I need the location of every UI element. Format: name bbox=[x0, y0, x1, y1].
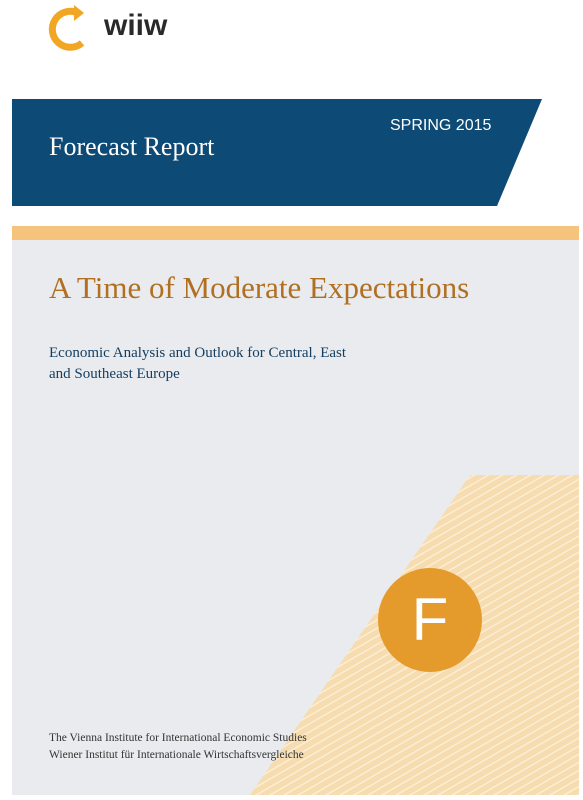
subtitle-line-2: and Southeast Europe bbox=[49, 366, 180, 382]
publisher-names: The Vienna Institute for International E… bbox=[49, 730, 307, 764]
wiiw-logo: wiiw bbox=[44, 3, 194, 59]
series-title: Forecast Report bbox=[49, 132, 215, 161]
forecast-badge: F bbox=[378, 568, 482, 672]
accent-bar bbox=[12, 226, 579, 240]
brand-name: wiiw bbox=[104, 9, 168, 42]
striped-decoration bbox=[250, 475, 579, 795]
banner-background bbox=[12, 99, 542, 206]
wiiw-logo-icon bbox=[48, 5, 85, 51]
publisher-name-german: Wiener Institut für Internationale Wirts… bbox=[49, 749, 304, 761]
cover-panel: A Time of Moderate Expectations Economic… bbox=[12, 240, 579, 795]
season-label: SPRING 2015 bbox=[390, 117, 492, 134]
publisher-name-english: The Vienna Institute for International E… bbox=[49, 732, 307, 744]
report-subtitle: Economic Analysis and Outlook for Centra… bbox=[49, 343, 469, 385]
report-title: A Time of Moderate Expectations bbox=[49, 270, 470, 305]
report-series-banner: SPRING 2015 Forecast Report bbox=[12, 99, 542, 206]
subtitle-line-1: Economic Analysis and Outlook for Centra… bbox=[49, 345, 347, 361]
